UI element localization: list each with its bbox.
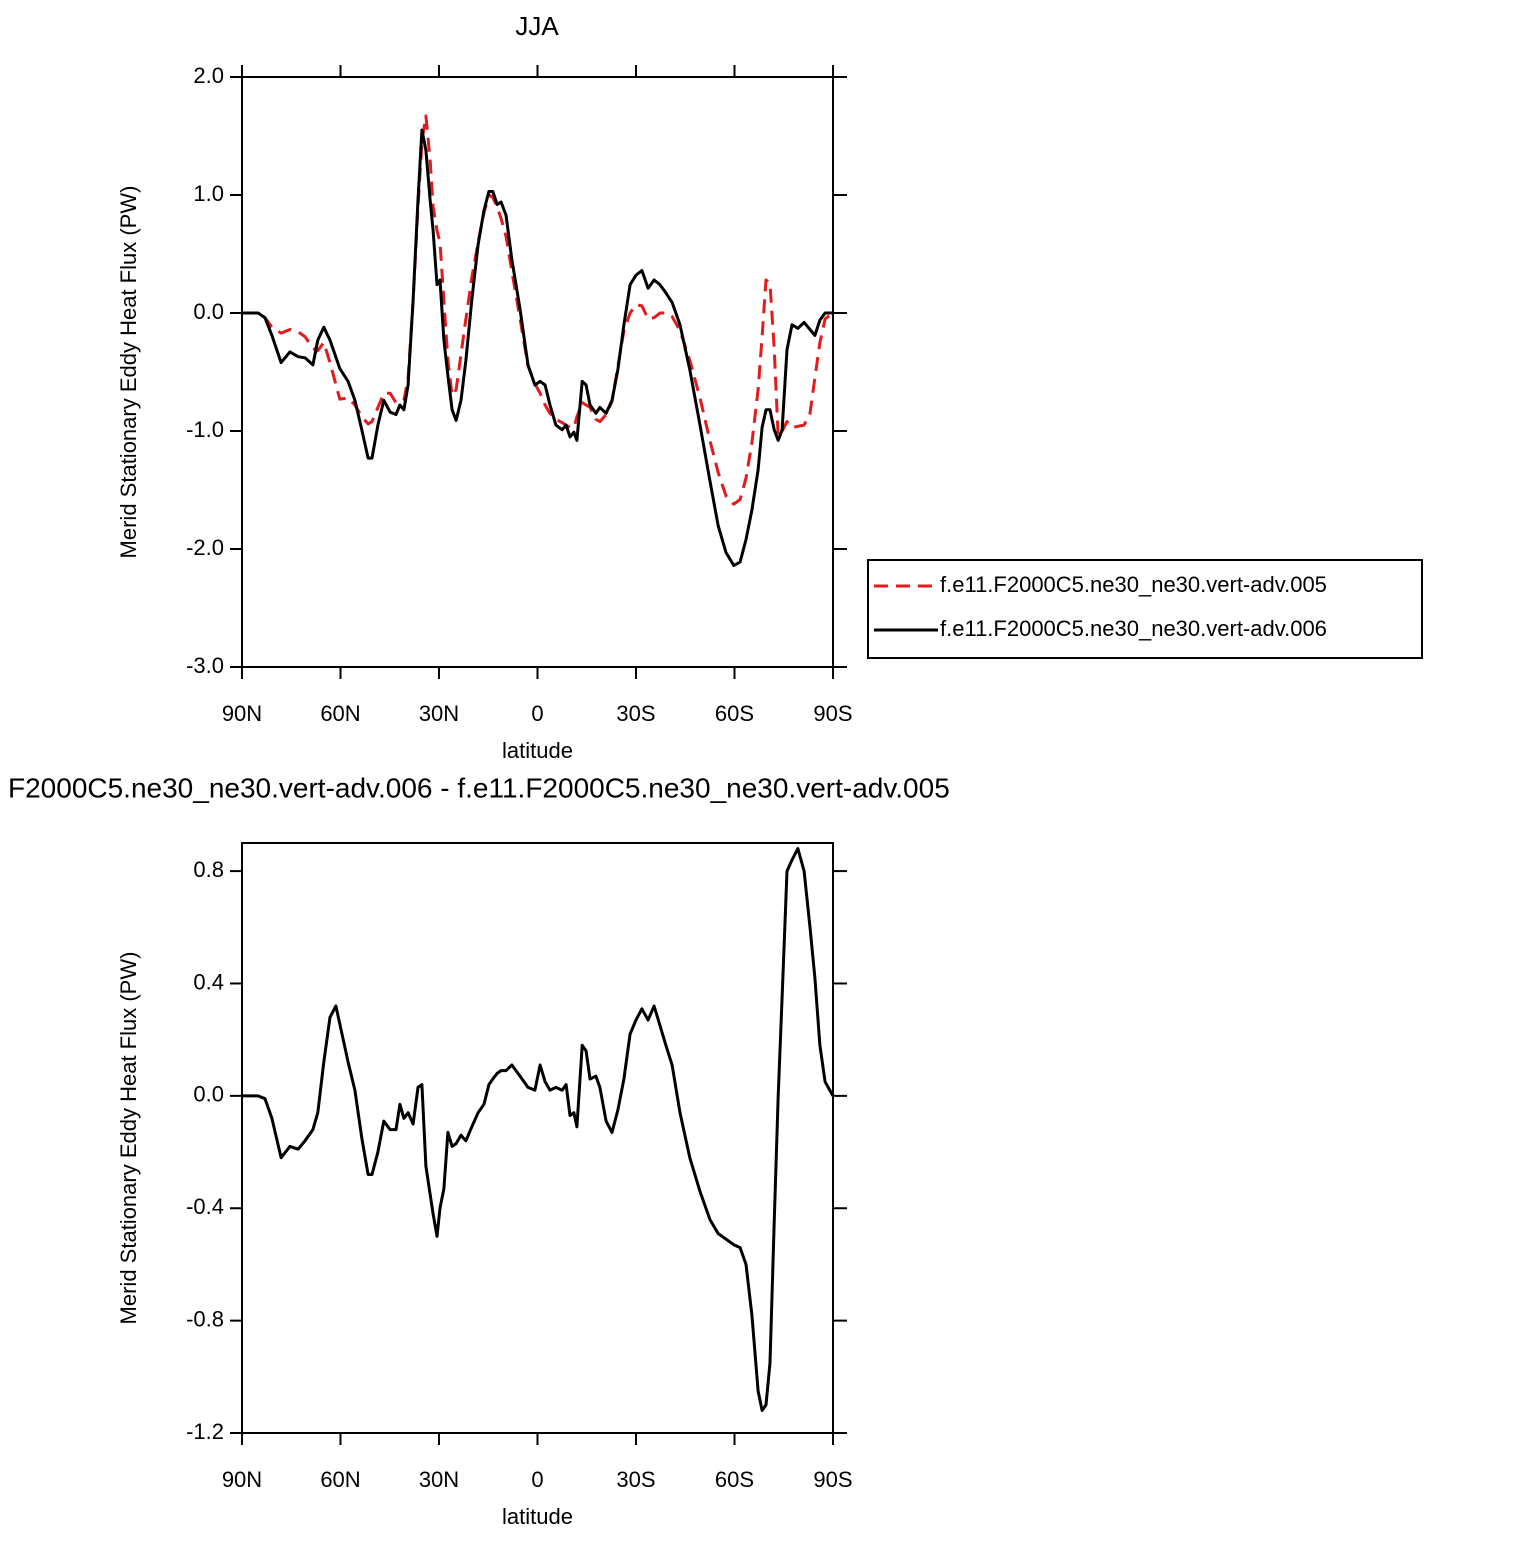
x-tick-label: 90N: [222, 1467, 262, 1492]
x-tick-label: 60N: [320, 1467, 360, 1492]
y-tick-label: 0.4: [193, 969, 224, 994]
x-tick-label: 30N: [419, 701, 459, 726]
x-tick-label: 90S: [813, 1467, 852, 1492]
chart-title: JJA: [515, 11, 559, 41]
chart-title: F2000C5.ne30_ne30.vert-adv.006 - f.e11.F…: [8, 772, 950, 803]
y-tick-label: 0.0: [193, 299, 224, 324]
x-tick-label: 0: [531, 1467, 543, 1492]
legend-box: [867, 559, 1423, 659]
x-tick-label: 60N: [320, 701, 360, 726]
legend-label: f.e11.F2000C5.ne30_ne30.vert-adv.005: [940, 572, 1327, 597]
x-tick-label: 30N: [419, 1467, 459, 1492]
y-tick-label: -2.0: [186, 535, 224, 560]
y-tick-label: -3.0: [186, 653, 224, 678]
y-tick-label: 1.0: [193, 181, 224, 206]
y-tick-label: -0.4: [186, 1194, 224, 1219]
data-line: [242, 114, 834, 506]
x-tick-label: 30S: [616, 701, 655, 726]
x-tick-label: 90N: [222, 701, 262, 726]
x-tick-label: 30S: [616, 1467, 655, 1492]
x-tick-label: 0: [531, 701, 543, 726]
x-tick-label: 90S: [813, 701, 852, 726]
y-tick-label: -1.2: [186, 1419, 224, 1444]
plot-frame: [241, 76, 834, 668]
legend-label: f.e11.F2000C5.ne30_ne30.vert-adv.006: [940, 616, 1327, 641]
y-tick-label: 2.0: [193, 63, 224, 88]
x-axis-label: latitude: [502, 738, 573, 763]
x-tick-label: 60S: [715, 1467, 754, 1492]
data-line: [242, 128, 833, 567]
y-tick-label: -0.8: [186, 1306, 224, 1331]
y-tick-label: 0.0: [193, 1082, 224, 1107]
y-tick-label: 0.8: [193, 857, 224, 882]
x-tick-label: 60S: [715, 701, 754, 726]
plot-frame: [241, 842, 834, 1434]
data-line: [242, 847, 835, 1412]
y-tick-label: -1.0: [186, 417, 224, 442]
x-axis-label: latitude: [502, 1504, 573, 1529]
y-axis-label: Merid Stationary Eddy Heat Flux (PW): [116, 952, 141, 1325]
y-axis-label: Merid Stationary Eddy Heat Flux (PW): [116, 186, 141, 559]
